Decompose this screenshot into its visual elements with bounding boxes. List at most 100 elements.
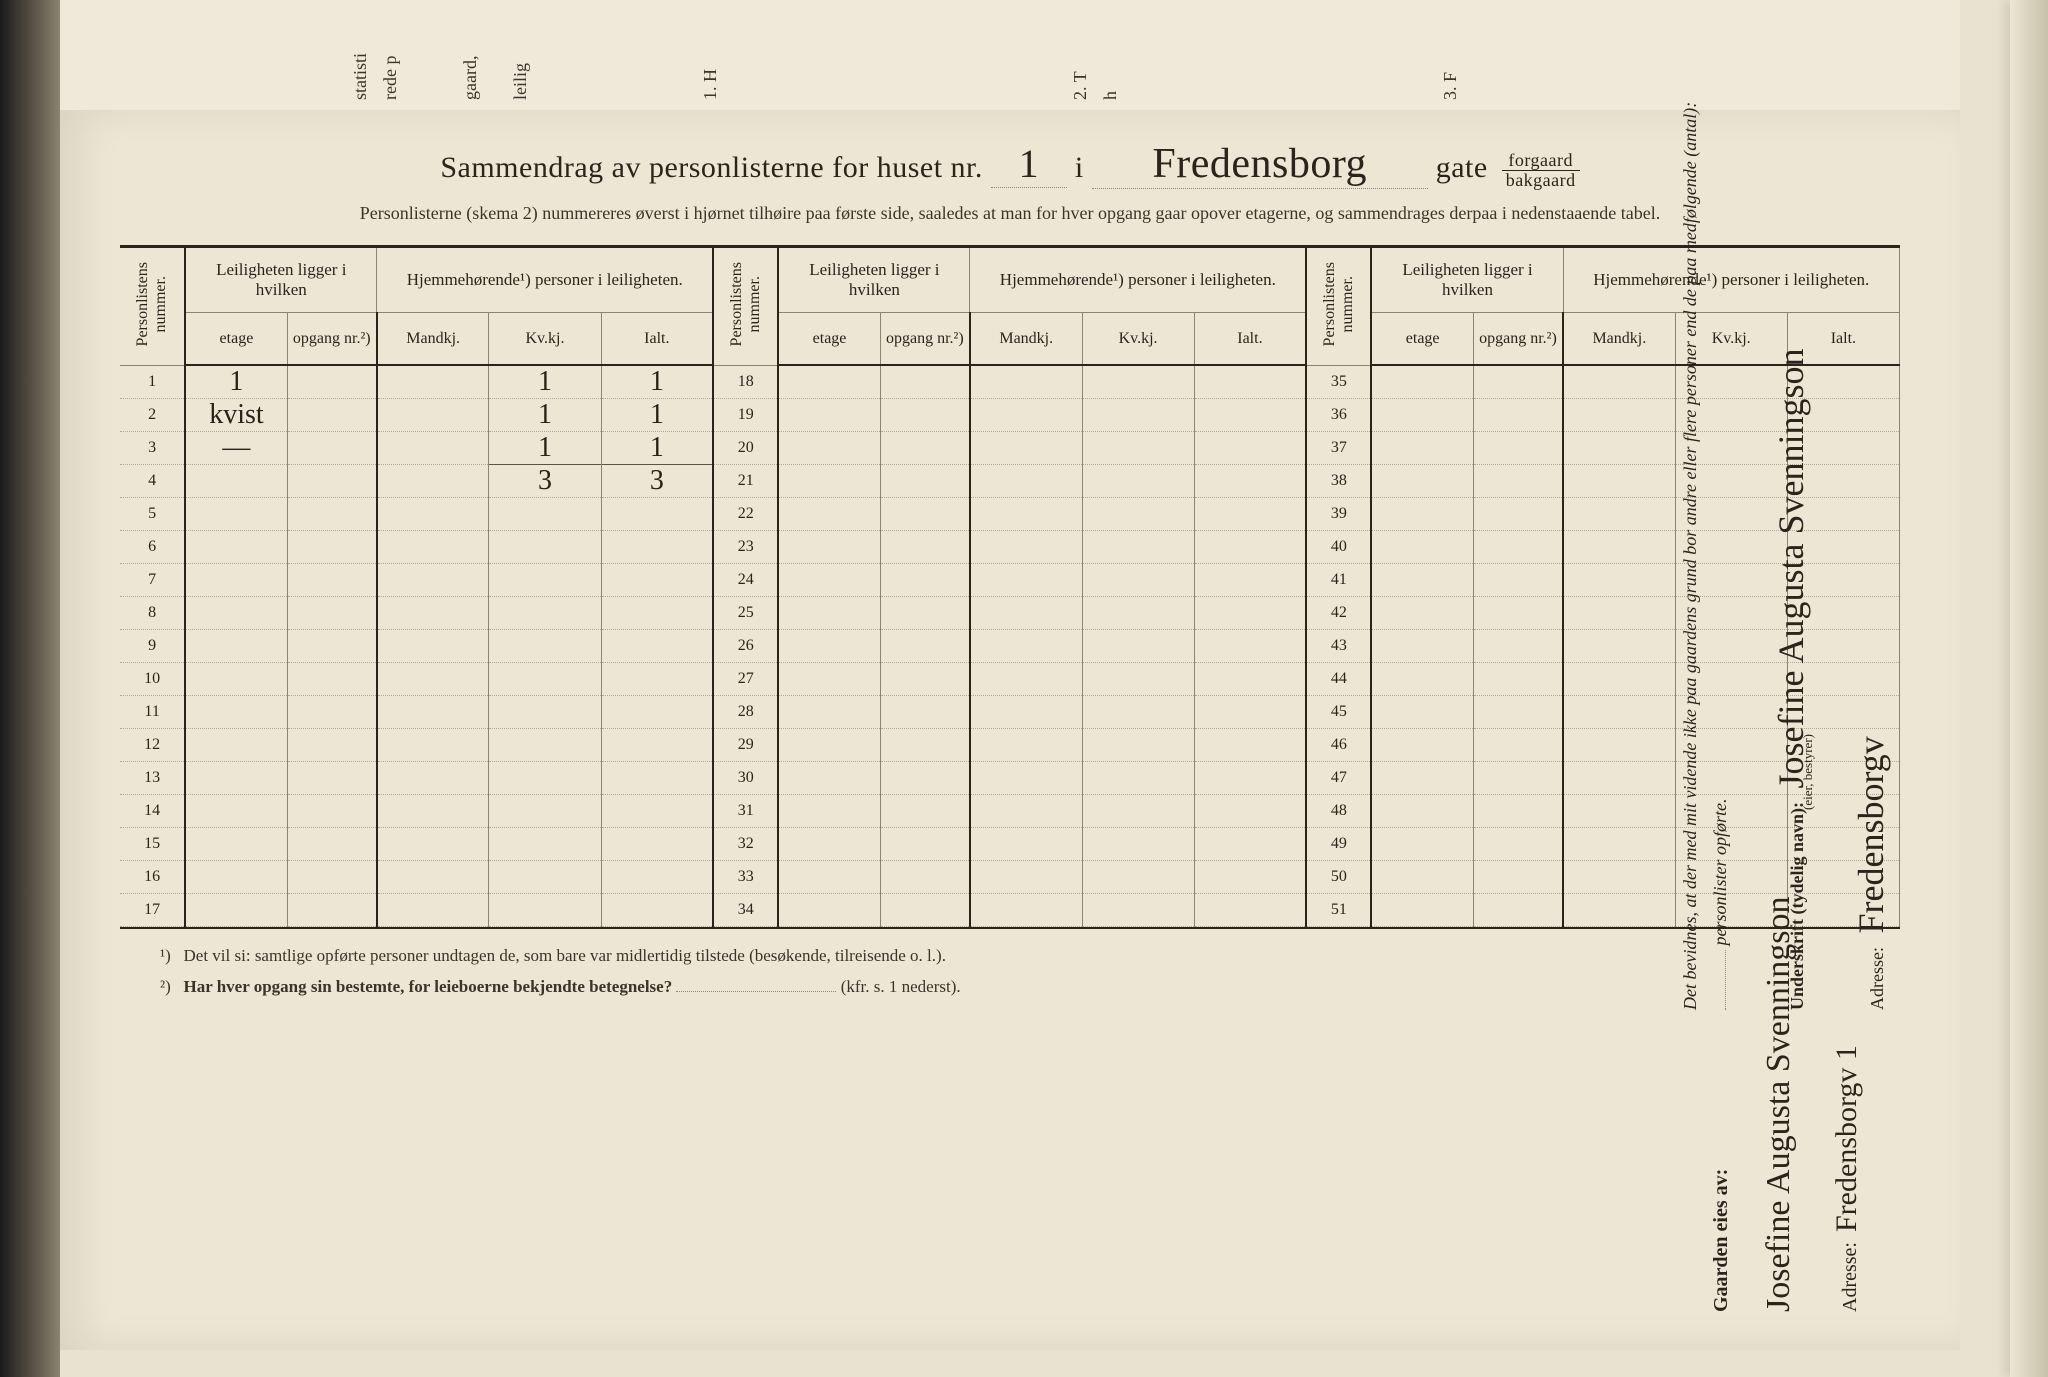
row-number: 20 — [713, 432, 778, 465]
cell-etage — [1371, 894, 1473, 927]
cell-opgang — [880, 861, 970, 894]
cell-opgang — [880, 498, 970, 531]
cell-opgang — [1473, 894, 1563, 927]
cell-opgang — [287, 630, 377, 663]
cell-ialt — [1194, 564, 1306, 597]
row-number: 19 — [713, 399, 778, 432]
row-number: 41 — [1306, 564, 1371, 597]
cell-kvkj — [489, 498, 601, 531]
row-number: 28 — [713, 696, 778, 729]
cell-etage — [1371, 365, 1473, 399]
cell-opgang — [1473, 597, 1563, 630]
cell-opgang — [1473, 795, 1563, 828]
table-row: 72441 — [120, 564, 1900, 597]
row-number: 37 — [1306, 432, 1371, 465]
cell-etage — [778, 762, 880, 795]
cell-ialt — [601, 861, 713, 894]
page-background: statisti rede p gaard, leilig 1. H 2. T … — [0, 0, 2048, 1377]
cell-opgang — [1473, 762, 1563, 795]
cell-mandkj — [377, 828, 489, 861]
cell-etage — [778, 564, 880, 597]
cell-kvkj: 1 — [489, 365, 601, 399]
cell-kvkj — [489, 663, 601, 696]
cell-etage — [1371, 531, 1473, 564]
cell-kvkj — [1082, 762, 1194, 795]
cell-opgang — [287, 597, 377, 630]
cell-etage — [1371, 597, 1473, 630]
cell-etage — [778, 894, 880, 927]
row-number: 18 — [713, 365, 778, 399]
row-number: 48 — [1306, 795, 1371, 828]
col-etage: etage — [1371, 313, 1473, 366]
col-opgang: opgang nr.²) — [287, 313, 377, 366]
cell-kvkj — [1082, 597, 1194, 630]
cell-etage: — — [185, 432, 287, 465]
right-page-edge — [2010, 0, 2048, 1377]
cell-opgang — [1473, 828, 1563, 861]
cell-ialt — [1194, 729, 1306, 762]
cell-opgang — [287, 399, 377, 432]
cell-etage — [185, 597, 287, 630]
cell-opgang — [287, 795, 377, 828]
table-row: 3—112037 — [120, 432, 1900, 465]
cell-kvkj — [1082, 630, 1194, 663]
cell-etage — [1371, 432, 1473, 465]
row-number: 27 — [713, 663, 778, 696]
cell-mandkj — [377, 663, 489, 696]
cell-opgang — [880, 663, 970, 696]
cell-mandkj — [970, 630, 1082, 663]
cell-etage — [185, 465, 287, 498]
table-row: 153249 — [120, 828, 1900, 861]
row-number: 2 — [120, 399, 185, 432]
cell-opgang — [1473, 696, 1563, 729]
cell-opgang — [880, 795, 970, 828]
cell-mandkj — [377, 861, 489, 894]
cell-ialt: 1 — [601, 432, 713, 465]
cell-etage: kvist — [185, 399, 287, 432]
cell-ialt — [1194, 465, 1306, 498]
col-opgang: opgang nr.²) — [880, 313, 970, 366]
table-row: 52239 — [120, 498, 1900, 531]
cell-kvkj — [489, 564, 601, 597]
cell-opgang — [1473, 564, 1563, 597]
cell-kvkj — [489, 531, 601, 564]
cell-mandkj — [970, 762, 1082, 795]
title-gate: gate — [1436, 151, 1488, 184]
cell-ialt — [601, 795, 713, 828]
street-name: Fredensborg — [1092, 140, 1428, 189]
cell-opgang — [287, 861, 377, 894]
cell-etage — [185, 663, 287, 696]
col-ialt: Ialt. — [601, 313, 713, 366]
cell-kvkj — [1082, 531, 1194, 564]
cell-opgang — [880, 564, 970, 597]
cell-mandkj — [970, 696, 1082, 729]
row-number: 35 — [1306, 365, 1371, 399]
footnote-1-text: Det vil si: samtlige opførte personer un… — [184, 946, 946, 965]
cell-ialt — [1194, 696, 1306, 729]
footnote-2-blank — [676, 991, 836, 992]
cell-etage — [1371, 399, 1473, 432]
row-number: 4 — [120, 465, 185, 498]
cell-mandkj — [377, 894, 489, 927]
cell-kvkj — [1082, 432, 1194, 465]
footnote-2-label: ²) — [160, 977, 171, 996]
cell-mandkj — [377, 564, 489, 597]
page-title: Sammendrag av personlisterne for huset n… — [60, 110, 1960, 190]
cell-etage — [185, 828, 287, 861]
table-row: 163350 — [120, 861, 1900, 894]
table-row: 102744 — [120, 663, 1900, 696]
census-table-container: Personlistens nummer. Leiligheten ligger… — [120, 245, 1900, 930]
cell-ialt — [1194, 399, 1306, 432]
cell-mandkj — [970, 729, 1082, 762]
strip-label: 3. F — [1440, 72, 1461, 100]
cell-ialt — [601, 696, 713, 729]
cell-kvkj — [1082, 861, 1194, 894]
cell-opgang — [287, 828, 377, 861]
row-number: 13 — [120, 762, 185, 795]
cell-etage — [1371, 663, 1473, 696]
bestyrer-note: (eier, bestyrer) — [1800, 734, 1815, 810]
row-number: 43 — [1306, 630, 1371, 663]
cell-etage — [1371, 498, 1473, 531]
cell-opgang — [880, 630, 970, 663]
col-personlist-nr: Personlistens nummer. — [728, 256, 764, 352]
